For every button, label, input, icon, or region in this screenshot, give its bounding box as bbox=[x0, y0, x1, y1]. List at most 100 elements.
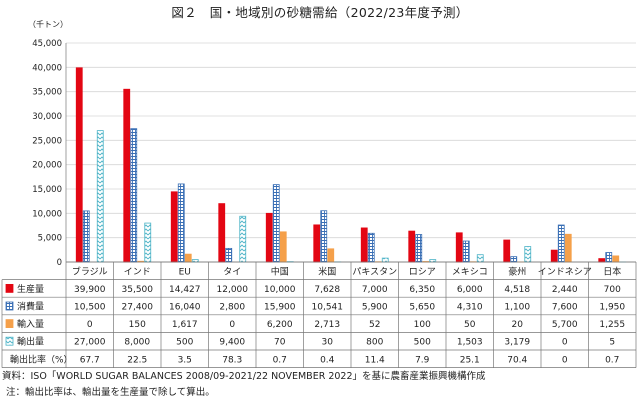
table-cell: 6,000 bbox=[457, 285, 483, 295]
table-cell: 52 bbox=[369, 320, 380, 330]
table-cell: 7.9 bbox=[415, 355, 430, 365]
table-cell: 22.5 bbox=[127, 355, 147, 365]
table-cell: 20 bbox=[512, 320, 524, 330]
table-cell: 500 bbox=[414, 338, 431, 348]
table-row-label: 輸入量 bbox=[17, 318, 44, 330]
import-legend-swatch bbox=[5, 319, 14, 329]
table-cell: 12,000 bbox=[217, 285, 249, 295]
production-bar bbox=[265, 212, 273, 263]
table-cell: 8,000 bbox=[124, 338, 150, 348]
table-cell: 0.7 bbox=[605, 355, 619, 365]
export-bar bbox=[239, 215, 247, 263]
table-cell: 27,000 bbox=[74, 338, 106, 348]
category-label: メキシコ bbox=[452, 267, 488, 277]
table-cell: 0 bbox=[562, 338, 568, 348]
table-cell: 9,400 bbox=[219, 338, 245, 348]
table-cell: 14,427 bbox=[169, 285, 201, 295]
table-cell: 5,700 bbox=[552, 320, 578, 330]
production-bar bbox=[455, 232, 463, 263]
y-tick-label: 15,000 bbox=[32, 185, 62, 195]
y-tick-label: 0 bbox=[57, 258, 62, 268]
production-bar bbox=[123, 88, 131, 263]
table-cell: 1,950 bbox=[599, 303, 625, 313]
export-bar bbox=[429, 259, 437, 263]
production-legend-swatch bbox=[5, 283, 14, 293]
y-axis-unit-label: （千トン） bbox=[28, 20, 68, 29]
y-tick-label: 40,000 bbox=[32, 63, 62, 73]
table-cell: 10,541 bbox=[312, 303, 344, 313]
table-cell: 67.7 bbox=[80, 355, 100, 365]
table-row-label: 輸出量 bbox=[17, 336, 44, 348]
table-cell: 5,650 bbox=[409, 303, 435, 313]
production-bar bbox=[360, 227, 368, 263]
export-bar bbox=[476, 254, 484, 263]
import-bar bbox=[327, 248, 335, 263]
table-cell: 0 bbox=[229, 320, 235, 330]
table-cell: 2,800 bbox=[219, 303, 245, 313]
grid-lines bbox=[65, 42, 636, 263]
production-bar bbox=[75, 67, 83, 263]
table-cell: 30 bbox=[322, 338, 334, 348]
consumption-bar bbox=[557, 224, 565, 263]
production-bar bbox=[503, 239, 511, 263]
export-bar bbox=[144, 222, 152, 263]
table-cell: 800 bbox=[366, 338, 383, 348]
category-label: 日本 bbox=[603, 265, 621, 277]
table-cell: 0.7 bbox=[273, 355, 287, 365]
production-bar bbox=[408, 230, 416, 263]
table-cell: 11.4 bbox=[365, 355, 385, 365]
table-cell: 5 bbox=[609, 338, 615, 348]
consumption-bar bbox=[462, 240, 470, 263]
consumption-bar bbox=[510, 256, 518, 263]
table-cell: 1,255 bbox=[599, 320, 625, 330]
category-label: インドネシア bbox=[538, 266, 592, 277]
consumption-bar bbox=[82, 210, 90, 263]
table-cell: 2,440 bbox=[552, 285, 578, 295]
production-bar bbox=[218, 203, 226, 263]
category-label: 豪州 bbox=[508, 265, 526, 277]
table-cell: 25.1 bbox=[460, 355, 480, 365]
production-bar bbox=[170, 191, 178, 263]
table-cell: 1,617 bbox=[172, 320, 198, 330]
export-bar bbox=[381, 257, 389, 263]
table-cell: 5,900 bbox=[362, 303, 388, 313]
table-cell: 10,000 bbox=[264, 285, 296, 295]
table-cell: 150 bbox=[129, 320, 146, 330]
table-cell: 50 bbox=[464, 320, 476, 330]
table-cell: 15,900 bbox=[264, 303, 296, 313]
consumption-bar bbox=[272, 184, 280, 263]
consumption-bar bbox=[130, 128, 138, 263]
table-cell: 78.3 bbox=[222, 355, 242, 365]
table-cell: 700 bbox=[604, 285, 621, 295]
category-label: ブラジル bbox=[72, 265, 108, 277]
export-bar bbox=[191, 259, 199, 263]
table-cell: 500 bbox=[176, 338, 193, 348]
table-cell: 4,518 bbox=[504, 285, 530, 295]
chart-title: 図２ 国・地域別の砂糖需給（2022/23年度予測） bbox=[171, 5, 469, 20]
table-cell: 35,500 bbox=[122, 285, 154, 295]
table-cell: 39,900 bbox=[74, 285, 106, 295]
table-cell: 10,500 bbox=[74, 303, 106, 313]
y-tick-label: 20,000 bbox=[32, 161, 62, 171]
y-tick-label: 25,000 bbox=[32, 136, 62, 146]
table-cell: 3.5 bbox=[178, 355, 192, 365]
table-row-label: 輸出比率（%） bbox=[10, 353, 73, 365]
source-note: 資料：ISO「WORLD SUGAR BALANCES 2008/09-2021… bbox=[2, 371, 486, 382]
table-cell: 16,040 bbox=[169, 303, 201, 313]
table-row-label: 消費量 bbox=[17, 301, 44, 313]
consumption-bar bbox=[177, 183, 185, 263]
y-tick-label: 5,000 bbox=[38, 234, 62, 244]
table-cell: 1,503 bbox=[457, 338, 483, 348]
category-label: ロシア bbox=[409, 267, 436, 277]
footnote: 注：輸出比率は、輸出量を生産量で除して算出。 bbox=[6, 387, 215, 398]
consumption-bar bbox=[605, 252, 613, 263]
table-cell: 6,200 bbox=[267, 320, 293, 330]
category-label: パキスタン bbox=[352, 266, 397, 277]
consumption-bar bbox=[320, 210, 328, 263]
table-cell: 27,400 bbox=[122, 303, 154, 313]
category-label: EU bbox=[179, 267, 191, 277]
table-cell: 70.4 bbox=[507, 355, 527, 365]
table-cell: 4,310 bbox=[457, 303, 483, 313]
table-cell: 7,000 bbox=[362, 285, 388, 295]
